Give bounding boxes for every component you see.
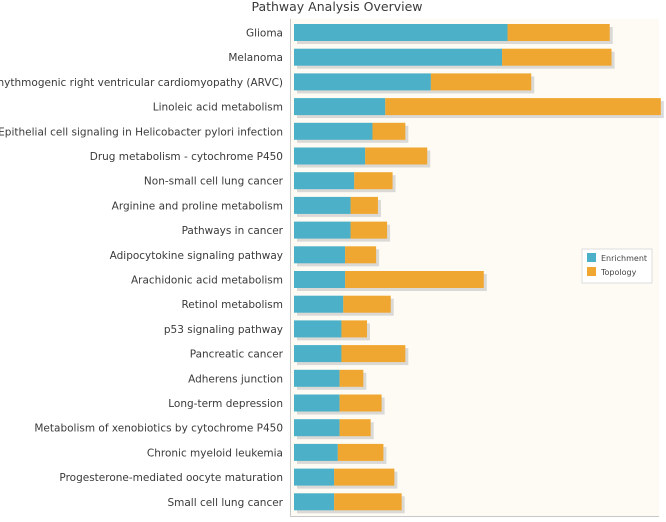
bar-enrichment-12[interactable]	[294, 320, 342, 338]
bar-topology-6[interactable]	[354, 172, 393, 190]
category-label: Epithelial cell signaling in Helicobacte…	[0, 126, 283, 138]
bar-enrichment-4[interactable]	[294, 122, 373, 140]
category-label: Pathways in cancer	[182, 225, 284, 237]
category-label: Arginine and proline metabolism	[112, 200, 283, 212]
bar-enrichment-15[interactable]	[294, 394, 340, 412]
bar-enrichment-6[interactable]	[294, 172, 355, 190]
bar-topology-7[interactable]	[350, 196, 378, 214]
bar-enrichment-3[interactable]	[294, 98, 386, 116]
bar-topology-11[interactable]	[343, 295, 391, 313]
bar-enrichment-14[interactable]	[294, 369, 340, 387]
bar-topology-14[interactable]	[339, 369, 364, 387]
legend: Enrichment Topology	[581, 248, 653, 284]
bar-topology-5[interactable]	[365, 147, 428, 165]
bar-enrichment-16[interactable]	[294, 419, 340, 437]
bar-enrichment-18[interactable]	[294, 468, 335, 486]
bar-enrichment-11[interactable]	[294, 295, 344, 313]
bar-topology-17[interactable]	[337, 443, 384, 461]
bar-enrichment-8[interactable]	[294, 221, 351, 239]
bar-enrichment-5[interactable]	[294, 147, 366, 165]
bar-topology-19[interactable]	[334, 493, 402, 511]
category-label: Progesterone-mediated oocyte maturation	[59, 472, 283, 484]
category-label: Arrhythmogenic right ventricular cardiom…	[0, 77, 283, 89]
bar-topology-2[interactable]	[430, 73, 532, 91]
category-label: Linoleic acid metabolism	[153, 102, 283, 114]
bar-topology-8[interactable]	[350, 221, 388, 239]
bar-enrichment-19[interactable]	[294, 493, 335, 511]
bar-enrichment-17[interactable]	[294, 443, 338, 461]
category-labels: Glioma Melanoma Arrhythmogenic right ventr…	[0, 28, 284, 509]
bar-topology-4[interactable]	[372, 122, 406, 140]
category-label: Chronic myeloid leukemia	[147, 447, 283, 459]
legend-swatch-enrichment	[587, 253, 596, 262]
category-label: Pancreatic cancer	[190, 349, 284, 361]
category-label: Arachidonic acid metabolism	[131, 275, 283, 287]
bar-enrichment-1[interactable]	[294, 48, 503, 66]
legend-label-enrichment[interactable]: Enrichment	[601, 254, 647, 263]
bar-enrichment-2[interactable]	[294, 73, 431, 91]
bar-enrichment-10[interactable]	[294, 271, 346, 288]
bar-topology-15[interactable]	[339, 394, 382, 412]
bar-topology-1[interactable]	[502, 48, 612, 66]
category-label: p53 signaling pathway	[164, 324, 283, 336]
legend-label-topology[interactable]: Topology	[600, 268, 637, 277]
bar-topology-9[interactable]	[345, 246, 377, 264]
bar-enrichment-0[interactable]	[294, 24, 508, 41]
category-label: Glioma	[246, 28, 283, 40]
category-label: Melanoma	[228, 52, 283, 64]
legend-swatch-topology	[587, 267, 596, 276]
category-label: Drug metabolism - cytochrome P450	[90, 151, 283, 163]
category-label: Metabolism of xenobiotics by cytochrome …	[34, 423, 283, 435]
bar-topology-16[interactable]	[339, 419, 371, 437]
chart-title: Pathway Analysis Overview	[251, 0, 422, 14]
bar-topology-3[interactable]	[385, 98, 661, 116]
bar-topology-18[interactable]	[334, 468, 395, 486]
bar-enrichment-13[interactable]	[294, 345, 342, 363]
bar-topology-13[interactable]	[341, 345, 406, 363]
bar-topology-10[interactable]	[345, 271, 484, 288]
bar-topology-12[interactable]	[341, 320, 367, 338]
bar-enrichment-9[interactable]	[294, 246, 346, 264]
bars-group	[294, 24, 664, 514]
category-label: Non-small cell lung cancer	[144, 176, 284, 188]
category-label: Adipocytokine signaling pathway	[110, 250, 283, 262]
category-label: Retinol metabolism	[181, 299, 283, 311]
category-label: Long-term depression	[168, 398, 283, 410]
bar-enrichment-7[interactable]	[294, 196, 351, 214]
category-label: Adherens junction	[188, 373, 283, 385]
category-label: Small cell lung cancer	[167, 497, 283, 509]
bar-topology-0[interactable]	[507, 24, 610, 41]
